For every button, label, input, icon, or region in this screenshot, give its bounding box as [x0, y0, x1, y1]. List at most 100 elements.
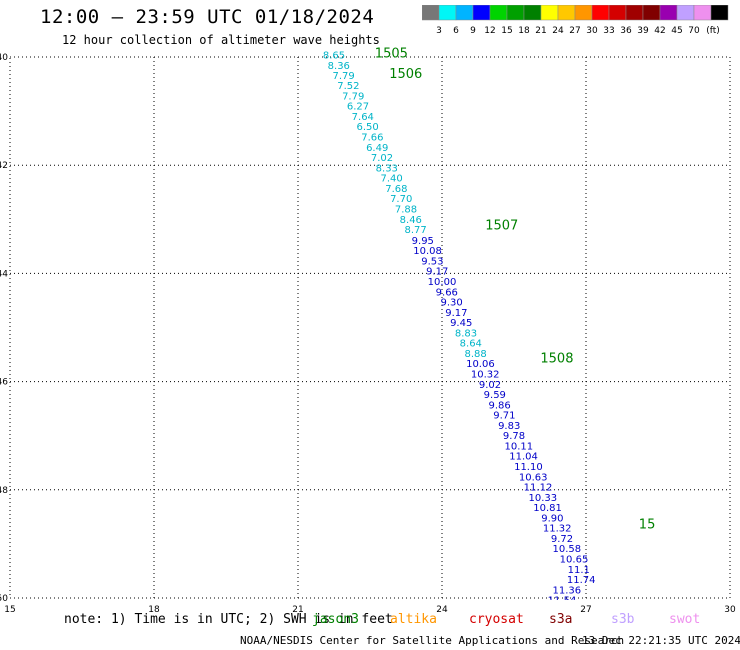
wave-height-label: 7.66 — [361, 133, 383, 144]
wave-height-label: 11.74 — [567, 575, 596, 586]
wave-height-label: 7.79 — [342, 91, 364, 102]
wave-height-label: 8.64 — [460, 339, 482, 350]
x-tick-label: 18 — [148, 605, 160, 612]
pass-number-label: 15 — [639, 517, 656, 532]
pass-number-label: 1508 — [540, 351, 573, 366]
wave-height-label: 11.1 — [568, 565, 590, 576]
wave-height-label: 7.79 — [332, 71, 354, 82]
color-legend-label: 30 — [586, 26, 598, 36]
wave-height-label: 6.49 — [366, 143, 388, 154]
color-legend-label: 12 — [484, 26, 495, 36]
wave-height-label: 8.65 — [323, 50, 345, 61]
x-tick-label: 21 — [292, 605, 303, 612]
wave-height-label: 7.02 — [371, 153, 393, 164]
satellite-legend-item: s3a — [549, 612, 573, 627]
wave-height-label: 8.88 — [464, 349, 486, 360]
color-legend-label: 6 — [453, 26, 459, 36]
wave-height-label: 10.81 — [533, 503, 562, 514]
x-tick-label: 24 — [436, 605, 448, 612]
wave-height-label: 7.88 — [395, 204, 417, 215]
scatter-plot: 151821242730-40-42-44-46-48-508.658.367.… — [0, 47, 736, 612]
wave-height-label: 9.30 — [440, 298, 462, 309]
chart-title: 12:00 — 23:59 UTC 01/18/2024 — [40, 6, 375, 28]
y-tick-label: -50 — [0, 594, 8, 604]
wave-height-label: 10.06 — [466, 359, 495, 370]
satellite-legend-item: s3b — [611, 612, 635, 627]
pass-number-label: 1505 — [375, 47, 408, 62]
pass-number-label: 1507 — [485, 219, 518, 234]
wave-height-label: 9.72 — [551, 534, 573, 545]
color-swatch — [710, 4, 729, 21]
color-legend-label: 21 — [535, 26, 546, 36]
wave-height-label: 9.17 — [426, 267, 448, 278]
wave-height-label: 9.45 — [450, 318, 472, 329]
wave-height-label: 9.95 — [412, 236, 434, 247]
wave-height-label: 7.64 — [352, 112, 374, 123]
wave-height-label: 9.78 — [503, 431, 525, 442]
y-tick-label: -48 — [0, 486, 8, 496]
color-legend-label: 33 — [603, 26, 614, 36]
color-legend-label: 45 — [671, 26, 682, 36]
satellite-legend-item: swot — [669, 612, 701, 627]
color-legend-swatches: 3 6 9 12 15 18 21 24 27 30 33 36 39 42 45 70 (ft) — [421, 4, 729, 36]
satellite-legend-item: altika — [390, 612, 437, 627]
color-legend-label: 3 — [436, 26, 442, 36]
color-legend-label: 42 — [654, 26, 665, 36]
wave-height-label: 9.86 — [488, 400, 510, 411]
wave-height-label: 8.46 — [400, 215, 422, 226]
wave-height-label: 6.50 — [356, 122, 378, 133]
color-legend-label: 24 — [552, 26, 564, 36]
wave-height-label: 10.58 — [552, 544, 581, 555]
wave-height-label: 11.54 — [548, 596, 577, 607]
y-tick-label: -46 — [0, 378, 8, 388]
plot-frame — [9, 56, 731, 599]
wave-height-label: 10.33 — [528, 493, 557, 504]
wave-height-label: 10.65 — [560, 555, 589, 566]
color-legend-label: 9 — [470, 26, 476, 36]
wave-height-label: 8.77 — [404, 225, 426, 236]
wave-height-label: 11.36 — [552, 585, 581, 596]
wave-height-label: 10.00 — [428, 277, 457, 288]
color-legend-label: 15 — [501, 26, 512, 36]
wave-height-label: 11.12 — [524, 483, 553, 494]
satellite-legend-item: cryosat — [469, 612, 524, 627]
x-tick-label: 27 — [580, 605, 591, 612]
satellite-legend-item: jason3 — [312, 612, 359, 627]
wave-height-label: 9.02 — [479, 380, 501, 391]
wave-height-label: 10.08 — [413, 246, 442, 257]
wave-height-label: 9.59 — [484, 390, 506, 401]
color-legend: 3 6 9 12 15 18 21 24 27 30 33 36 39 42 45 70 (ft) — [421, 4, 732, 43]
wave-height-label: 9.66 — [436, 287, 458, 298]
wave-height-label: 9.90 — [541, 513, 563, 524]
wave-height-label: 11.10 — [514, 462, 543, 473]
wave-height-label: 11.04 — [509, 452, 538, 463]
wave-height-label: 10.63 — [519, 472, 548, 483]
wave-height-label: 9.83 — [498, 421, 520, 432]
wave-height-label: 9.53 — [421, 256, 443, 267]
chart-subtitle: 12 hour collection of altimeter wave hei… — [62, 33, 380, 47]
x-tick-label: 15 — [4, 605, 15, 612]
wave-height-label: 8.33 — [376, 163, 398, 174]
wave-height-label: 11.32 — [543, 524, 572, 535]
color-legend-label: 36 — [620, 26, 632, 36]
wave-height-label: 9.71 — [493, 411, 515, 422]
credit-text: NOAA/NESDIS Center for Satellite Applica… — [240, 634, 625, 647]
wave-height-label: 8.36 — [328, 61, 350, 72]
wave-height-label: 6.27 — [347, 102, 369, 113]
wave-height-label: 7.52 — [337, 81, 359, 92]
wave-height-label: 7.40 — [380, 174, 402, 185]
color-legend-label: (ft) — [706, 26, 720, 36]
color-legend-label: 27 — [569, 26, 580, 36]
x-tick-label: 30 — [724, 605, 736, 612]
wave-height-label: 10.32 — [471, 369, 500, 380]
y-tick-label: -40 — [0, 53, 8, 63]
color-legend-label: 39 — [637, 26, 649, 36]
wave-height-label: 10.11 — [504, 441, 533, 452]
footer-note: note: 1) Time is in UTC; 2) SWH is in fe… — [64, 612, 393, 627]
timestamp-text: 13 Dec 22:21:35 UTC 2024 — [582, 634, 740, 647]
y-tick-label: -44 — [0, 269, 8, 279]
color-legend-label: 18 — [518, 26, 530, 36]
wave-height-label: 7.70 — [390, 194, 412, 205]
color-legend-label: 70 — [688, 26, 700, 36]
wave-height-label: 9.17 — [445, 308, 467, 319]
